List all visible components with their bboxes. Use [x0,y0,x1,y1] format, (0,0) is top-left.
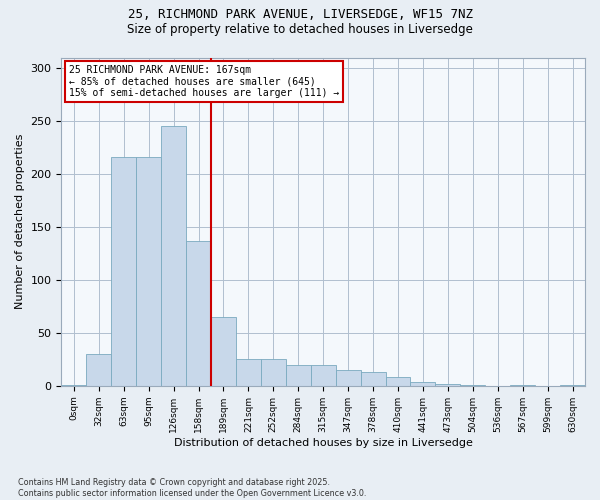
Text: 25, RICHMOND PARK AVENUE, LIVERSEDGE, WF15 7NZ: 25, RICHMOND PARK AVENUE, LIVERSEDGE, WF… [128,8,473,20]
Bar [111,157,136,386]
Bar [460,385,485,386]
Bar [410,382,436,386]
Bar [335,370,361,386]
Text: Size of property relative to detached houses in Liversedge: Size of property relative to detached ho… [127,22,473,36]
Bar [261,360,286,386]
Bar [161,126,186,386]
Bar [361,372,386,386]
Bar [311,364,335,386]
Bar [86,354,111,386]
Bar [386,378,410,386]
Bar [236,360,261,386]
Bar [560,385,585,386]
Bar [286,364,311,386]
Bar [61,385,86,386]
Bar [186,240,211,386]
Text: 25 RICHMOND PARK AVENUE: 167sqm
← 85% of detached houses are smaller (645)
15% o: 25 RICHMOND PARK AVENUE: 167sqm ← 85% of… [69,65,339,98]
Bar [211,317,236,386]
X-axis label: Distribution of detached houses by size in Liversedge: Distribution of detached houses by size … [174,438,473,448]
Y-axis label: Number of detached properties: Number of detached properties [15,134,25,310]
Bar [436,384,460,386]
Text: Contains HM Land Registry data © Crown copyright and database right 2025.
Contai: Contains HM Land Registry data © Crown c… [18,478,367,498]
Bar [510,385,535,386]
Bar [136,157,161,386]
